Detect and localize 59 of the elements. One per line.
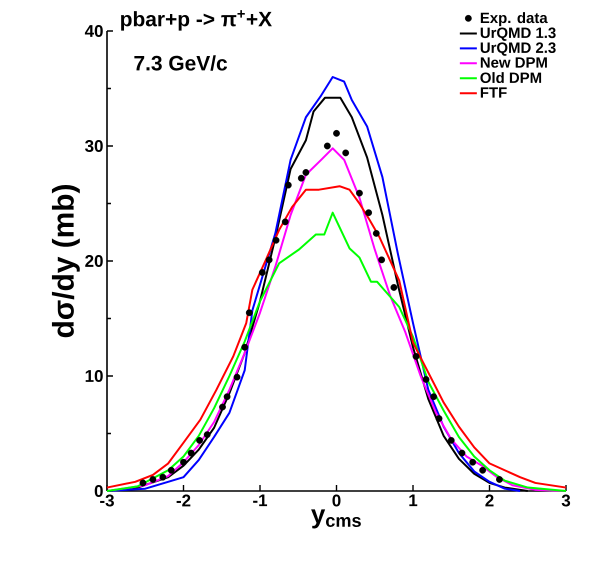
point bbox=[372, 230, 380, 237]
point bbox=[333, 130, 340, 137]
legend-label: Exp. data bbox=[480, 12, 548, 26]
point bbox=[150, 476, 156, 483]
point bbox=[436, 415, 442, 422]
point bbox=[188, 450, 195, 456]
point bbox=[272, 236, 280, 244]
x-tick-label: -2 bbox=[176, 494, 190, 506]
x-tick-label: -1 bbox=[253, 494, 268, 506]
point bbox=[448, 437, 455, 444]
y-axis-title: dσ/dy (mb) bbox=[52, 185, 80, 338]
point bbox=[258, 269, 266, 276]
point bbox=[159, 474, 166, 481]
y-tick-label: 0 bbox=[94, 485, 103, 497]
point bbox=[412, 353, 420, 360]
point bbox=[219, 404, 226, 410]
point bbox=[284, 182, 292, 188]
point bbox=[378, 256, 386, 264]
point bbox=[365, 209, 372, 216]
legend-label: Old DPM bbox=[480, 72, 542, 84]
x-tick-label: 1 bbox=[409, 494, 418, 506]
point bbox=[479, 466, 486, 474]
y-tick-label: 20 bbox=[85, 255, 103, 267]
point bbox=[234, 374, 240, 381]
y-tick-label: 40 bbox=[84, 24, 103, 37]
y-tick-label: 30 bbox=[85, 140, 103, 152]
legend-label: UrQMD 1.3 bbox=[480, 27, 556, 41]
point bbox=[430, 393, 438, 400]
legend-label: New DPM bbox=[480, 57, 547, 68]
point bbox=[180, 458, 187, 466]
point bbox=[246, 309, 253, 316]
x-tick-label: 0 bbox=[332, 494, 341, 507]
point bbox=[324, 142, 331, 150]
point bbox=[458, 450, 466, 456]
legend-label: UrQMD 2.3 bbox=[480, 42, 556, 56]
x-axis-title: y$_{cms}$ bbox=[311, 509, 361, 528]
point bbox=[282, 218, 289, 226]
point bbox=[224, 393, 230, 400]
point bbox=[302, 169, 310, 176]
point bbox=[422, 376, 430, 383]
annotation: 7.3 GeV/c bbox=[134, 55, 228, 71]
legend-label: FTF bbox=[480, 87, 507, 98]
x-tick-label: -3 bbox=[100, 494, 114, 507]
point bbox=[496, 476, 503, 483]
x-tick-label: 2 bbox=[485, 494, 494, 506]
point bbox=[356, 190, 363, 197]
point bbox=[168, 466, 175, 474]
x-tick-label: 3 bbox=[562, 494, 570, 507]
point bbox=[204, 431, 211, 438]
point bbox=[196, 437, 203, 444]
point bbox=[266, 256, 273, 264]
point bbox=[241, 344, 248, 351]
point bbox=[390, 284, 398, 291]
point bbox=[140, 480, 146, 486]
point bbox=[342, 150, 350, 156]
chart-title: pbar+p -> π$^{+}$+X bbox=[121, 10, 272, 31]
y-tick-label: 10 bbox=[86, 370, 103, 382]
point bbox=[298, 174, 305, 182]
point bbox=[469, 458, 476, 466]
